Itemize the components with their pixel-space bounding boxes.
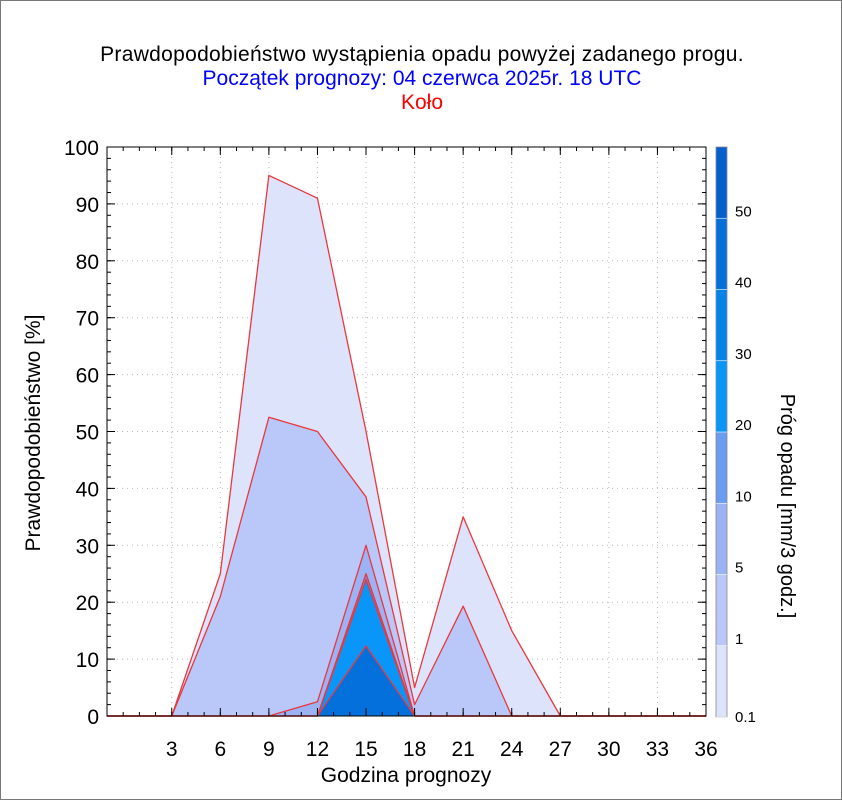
colorbar-tick-label: 10: [735, 488, 752, 505]
grid-lines: [107, 146, 707, 717]
colorbar-tick-label: 5: [735, 560, 743, 577]
y-tick-label: 40: [76, 478, 99, 501]
x-tick-label: 12: [306, 738, 329, 761]
y-tick-label: 70: [76, 308, 99, 331]
x-tick-label: 6: [214, 738, 226, 761]
x-axis-ticks: 3 6 9 12 15 18 21 24 27 30 33 36: [106, 147, 718, 761]
x-tick-label: 15: [354, 738, 377, 761]
x-tick-label: 30: [597, 738, 620, 761]
y-axis-ticks: 0 10 20 30 40 50 60 70 80 90 100: [64, 137, 706, 729]
colorbar-segment: [716, 147, 727, 219]
x-tick-label: 27: [549, 738, 572, 761]
x-axis-label: Godzina prognozy: [321, 764, 492, 787]
plot-background: [107, 147, 706, 716]
colorbar-tick-label: 0.1: [735, 709, 756, 726]
x-tick-label: 33: [646, 738, 669, 761]
colorbar-tick-label: 1: [735, 631, 743, 648]
colorbar-tick-label: 20: [735, 417, 752, 434]
y-tick-label: 100: [64, 137, 99, 160]
threshold-colorbar: 0.1 1 5 10 20 30 40 50: [715, 146, 756, 726]
colorbar-segment: [716, 574, 727, 646]
x-tick-label: 21: [451, 738, 474, 761]
y-tick-label: 60: [76, 365, 99, 388]
colorbar-tick-label: 50: [735, 203, 752, 220]
x-tick-label: 9: [263, 738, 275, 761]
station-name: Koło: [400, 91, 444, 114]
colorbar-tick-label: 40: [735, 275, 752, 292]
x-tick-label: 18: [403, 738, 426, 761]
chart-title: Prawdopodobieństwo wystąpienia opadu pow…: [100, 43, 744, 66]
y-tick-label: 50: [76, 422, 99, 445]
y-tick-label: 90: [76, 194, 99, 217]
y-tick-label: 80: [76, 251, 99, 274]
y-axis-label: Prawdopodobieństwo [%]: [22, 315, 45, 552]
y-tick-label: 30: [76, 535, 99, 558]
colorbar-segment: [716, 360, 727, 432]
y-tick-label: 20: [76, 592, 99, 615]
forecast-start-subtitle: Początek prognozy: 04 czerwca 2025r. 18 …: [202, 67, 642, 90]
colorbar-segment: [716, 289, 727, 361]
y-tick-label: 0: [87, 706, 99, 729]
colorbar-label: Próg opadu [mm/3 godz.]: [776, 394, 798, 619]
area-threshold-1: [107, 417, 706, 716]
x-tick-label: 3: [166, 738, 178, 761]
colorbar-segment: [716, 503, 727, 575]
y-tick-label: 10: [76, 649, 99, 672]
colorbar-segment: [716, 645, 727, 717]
x-tick-label: 24: [500, 738, 524, 761]
x-tick-label: 36: [694, 738, 717, 761]
colorbar-segment: [716, 432, 727, 504]
colorbar-tick-label: 30: [735, 346, 752, 363]
colorbar-segment: [716, 218, 727, 290]
